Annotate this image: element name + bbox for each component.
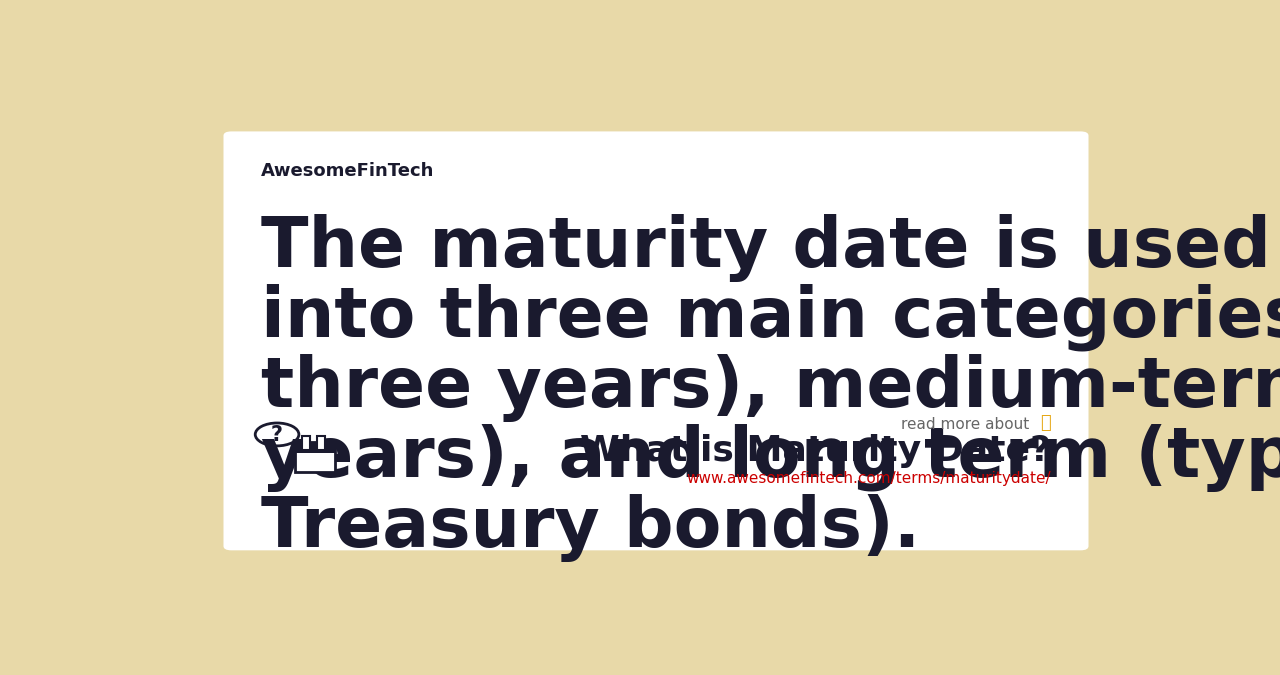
- Text: 📍: 📍: [1041, 414, 1051, 432]
- Text: into three main categories: short-term (one to: into three main categories: short-term (…: [261, 284, 1280, 351]
- Text: What is Maturity Date?: What is Maturity Date?: [580, 435, 1051, 468]
- Text: read more about: read more about: [901, 417, 1029, 432]
- FancyBboxPatch shape: [224, 132, 1088, 550]
- Text: years), and long term (typically 30 year: years), and long term (typically 30 year: [261, 424, 1280, 492]
- Text: www.awesomefintech.com/terms/maturitydate/: www.awesomefintech.com/terms/maturitydat…: [686, 471, 1051, 486]
- FancyBboxPatch shape: [294, 442, 334, 453]
- Text: ?: ?: [271, 425, 283, 445]
- FancyBboxPatch shape: [294, 442, 334, 472]
- FancyBboxPatch shape: [302, 436, 310, 450]
- Text: three years), medium-term (10 or more: three years), medium-term (10 or more: [261, 354, 1280, 422]
- Text: The maturity date is used to classify bonds: The maturity date is used to classify bo…: [261, 213, 1280, 281]
- Text: Treasury bonds).: Treasury bonds).: [261, 494, 920, 562]
- Text: AwesomeFinTech: AwesomeFinTech: [261, 161, 434, 180]
- FancyBboxPatch shape: [316, 436, 325, 450]
